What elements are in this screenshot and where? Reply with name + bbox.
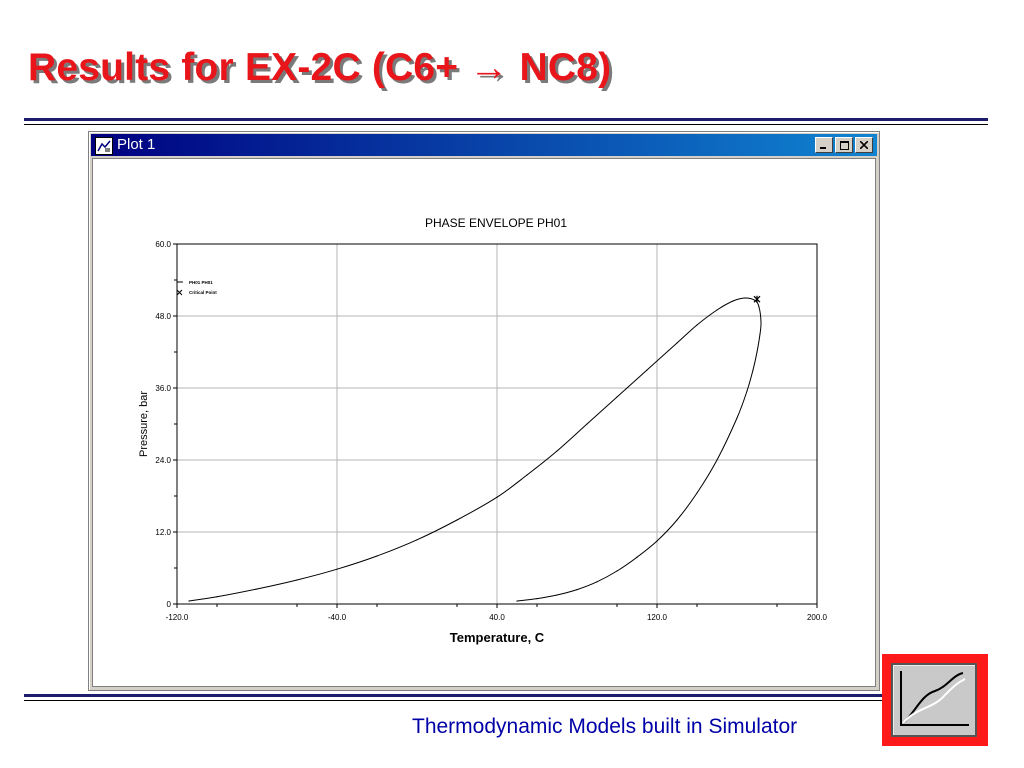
window-controls [815,137,873,153]
data-point [736,417,738,419]
data-point [676,519,678,521]
data-point [616,396,618,398]
data-point [216,596,218,598]
logo-panel [891,663,977,737]
logo-frame [882,654,988,746]
legend-star-swatch [176,289,183,296]
close-icon [860,141,868,149]
x-axis-label: Temperature, C [450,630,545,645]
chart-legend: PH01 PH01 Critical Point [176,280,217,296]
data-point [576,589,578,591]
top-divider [24,118,988,121]
top-divider-thin [24,124,988,125]
phase-envelope-curve [188,297,762,602]
data-point [556,450,558,452]
bottom-divider [24,694,988,697]
axis-ticks [173,243,818,608]
data-point [416,539,418,541]
bottom-divider-thin [24,700,988,701]
minimize-button[interactable] [815,137,833,153]
data-point [336,568,338,570]
data-point [744,297,746,299]
y-axis-label: Pressure, bar [138,391,150,457]
data-point [696,324,698,326]
data-point [716,309,718,311]
data-point [256,588,258,590]
data-point [646,369,648,371]
data-point [752,369,754,371]
curve-graph-icon [900,671,969,726]
data-point [376,555,378,557]
data-point [732,300,734,302]
critical-point-marker [753,295,761,303]
y-tick-label: 48.0 [155,312,171,321]
maximize-icon [839,140,849,150]
data-point [496,496,498,498]
plot-app-icon[interactable] [95,137,113,155]
data-point [746,390,748,392]
curve-points [188,297,762,602]
footer-text: Thermodynamic Models built in Simulator [412,715,798,738]
critical-point-star [753,295,761,303]
data-point [756,351,758,353]
x-tick-label: 120.0 [647,613,668,622]
data-point [536,598,538,600]
data-point [556,594,558,596]
minimize-icon [820,147,826,149]
y-tick-label: 24.0 [155,456,171,465]
data-point [696,492,698,494]
legend-label-series: PH01 PH01 [189,280,213,285]
y-tick-label: 60.0 [155,240,171,249]
x-tick-label: -40.0 [328,613,347,622]
data-point [716,459,718,461]
chart-grid [177,244,817,604]
slide-title: Results for EX-2C (C6+ → NC8) [28,46,612,89]
legend-label-critical: Critical Point [189,290,217,295]
x-tick-label: 200.0 [807,613,828,622]
x-tick-labels: -120.0 -40.0 40.0 120.0 200.0 [166,613,828,622]
data-point [596,581,598,583]
y-tick-label: 12.0 [155,528,171,537]
data-point [296,579,298,581]
y-tick-label: 0 [167,600,172,609]
data-point [526,474,528,476]
plot-area: PHASE ENVELOPE PH01 -120.0 -40.0 40.0 120.0… [92,158,876,687]
data-point [516,600,518,602]
data-point [760,321,762,323]
plot-window[interactable]: Plot 1 PHASE ENVELOPE PH01 -120.0 -40.0 40… [88,131,880,691]
data-point [759,333,761,335]
data-point [656,540,658,542]
data-point [188,600,190,602]
y-tick-label: 36.0 [155,384,171,393]
data-point [676,342,678,344]
phase-envelope-chart: PHASE ENVELOPE PH01 -120.0 -40.0 40.0 120.0… [138,216,828,645]
chart-title: PHASE ENVELOPE PH01 [425,216,567,230]
maximize-button[interactable] [835,137,853,153]
window-titlebar[interactable]: Plot 1 [91,134,877,156]
x-tick-label: -120.0 [166,613,189,622]
data-point [758,306,760,308]
close-button[interactable] [855,137,873,153]
window-title: Plot 1 [117,136,156,153]
data-point [586,423,588,425]
data-point [636,556,638,558]
data-point [616,570,618,572]
data-point [456,519,458,521]
y-tick-labels: 0 12.0 24.0 36.0 48.0 60.0 [155,240,171,609]
x-tick-label: 40.0 [489,613,505,622]
